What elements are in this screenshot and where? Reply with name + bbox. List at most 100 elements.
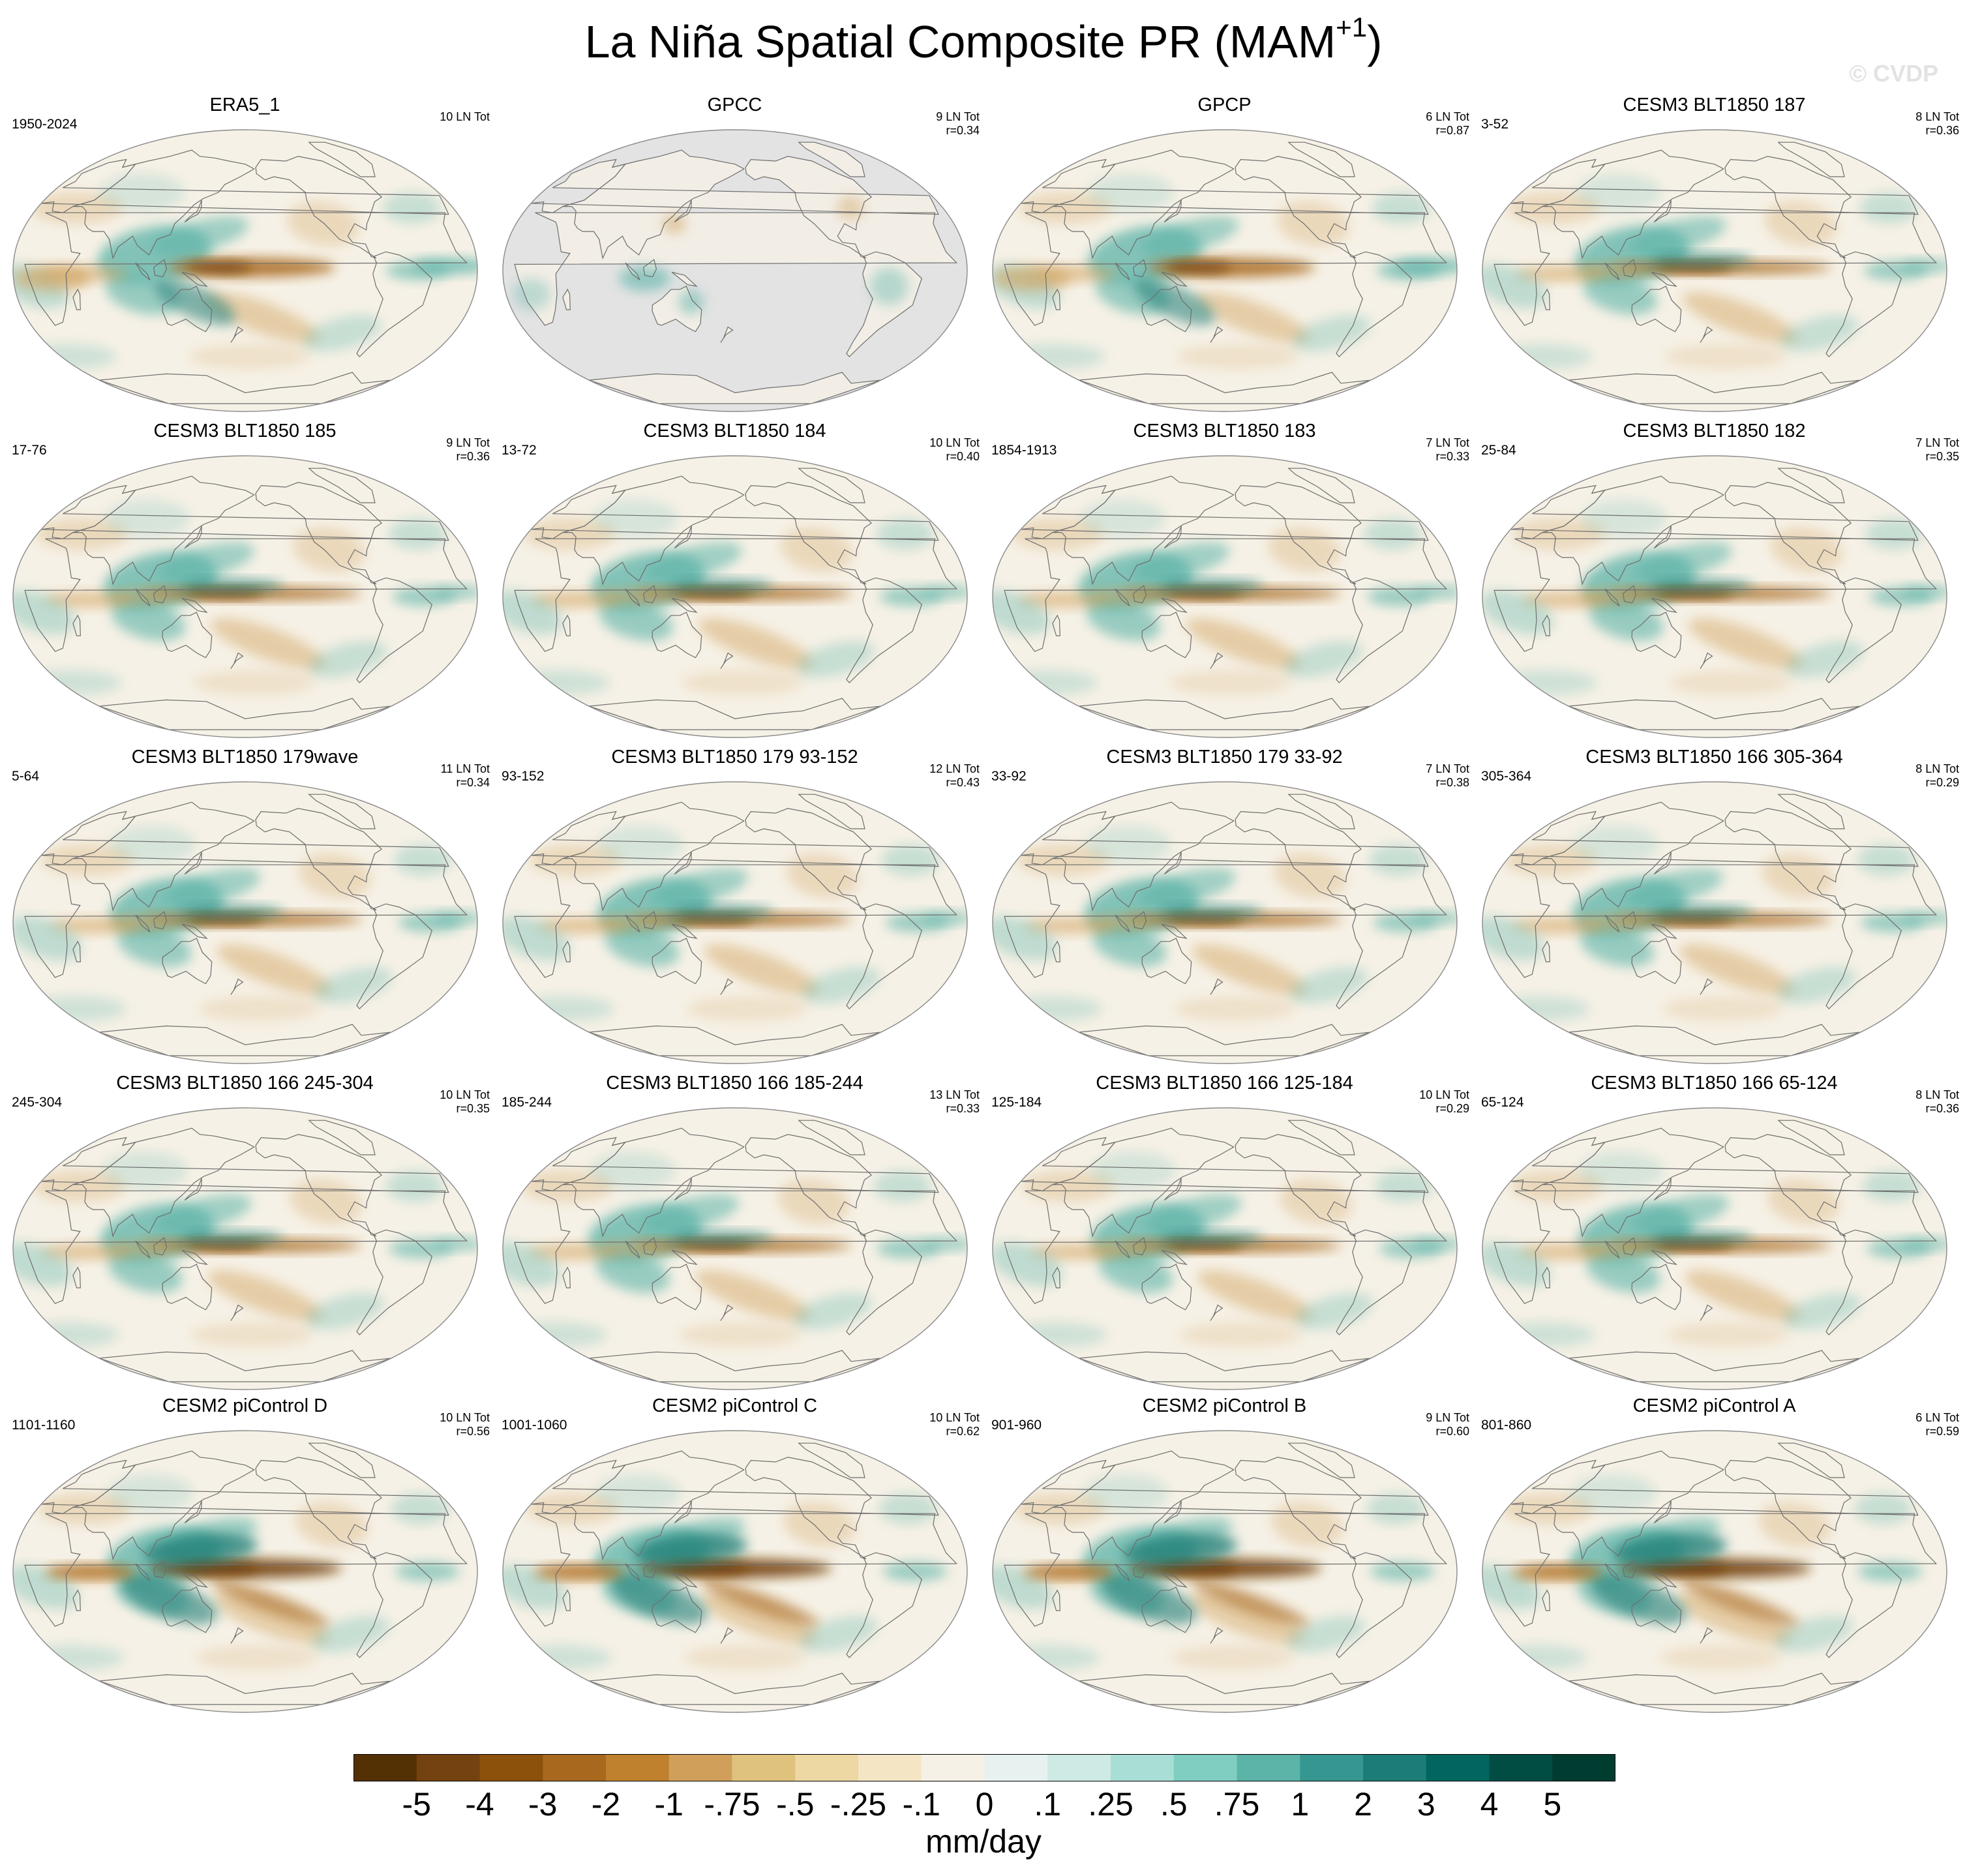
coastline [720,326,734,343]
anomaly-patch [1501,1493,1595,1525]
anomaly-patch [1782,1292,1861,1330]
anomaly-patch [213,1592,329,1645]
colorbar-tick-label: -.75 [704,1786,760,1823]
panel-event-count: 8 LN Tot r=0.29 [1915,762,1959,789]
anomaly-patch [1019,192,1113,224]
panel-title: CESM3 BLT1850 166 305-364 [1585,747,1843,767]
colorbar-swatch [353,1754,417,1781]
coastline [1653,526,1672,549]
anomaly-patch [14,344,117,370]
coastline [1141,612,1192,659]
anomaly-patch [1086,599,1161,641]
coastline [1052,1266,1060,1288]
anomaly-patch [1145,1194,1242,1234]
coastline [230,1304,244,1321]
anomaly-patch [645,542,743,582]
panel-event-count: 7 LN Tot r=0.38 [1426,762,1469,789]
panel-period: 25-84 [1481,443,1516,458]
map-panel: CESM3 BLT1850 179 33-92 33-92 7 LN Tot r=0.… [980,747,1469,1073]
anomaly-patch [1659,1645,1782,1671]
anomaly-patch [1579,915,1644,931]
coastline [1494,212,1938,326]
coastline [562,1450,745,1560]
coastline [1542,149,1724,260]
world-map [12,129,478,412]
pattern-correlation: r=0.87 [1435,124,1469,137]
coastline [1700,1304,1713,1321]
anomaly-patch [1482,916,1544,960]
coastline [562,149,745,260]
coastline [652,612,702,659]
anomaly-patch [1134,278,1215,325]
panel-title: CESM3 BLT1850 166 125-184 [1096,1073,1353,1094]
anomaly-patch [1482,1242,1550,1287]
coastline [798,794,865,829]
anomaly-patch [217,944,332,996]
anomaly-patch [873,1170,931,1202]
anomaly-patch [1194,291,1310,344]
panel-event-count: 8 LN Tot r=0.36 [1915,1088,1959,1115]
anomaly-patch [633,1533,748,1566]
coastline [1004,864,1448,978]
coastline [1141,1586,1192,1633]
coastline [1494,1190,1938,1304]
panel-title: CESM3 BLT1850 187 [1623,95,1806,115]
anomaly-patch [1092,925,1167,967]
anomaly-patch [796,640,875,678]
anomaly-patch [503,916,569,960]
panel-event-count: 10 LN Tot r=0.62 [929,1411,980,1438]
anomaly-patch [700,1579,820,1626]
pattern-correlation: r=0.36 [456,450,490,463]
coastline [72,1127,255,1238]
coastline [135,588,151,606]
anomaly-patch [1570,1474,1657,1512]
coastline [1052,614,1060,636]
colorbar-tick-label: .5 [1160,1786,1188,1823]
coastline [1825,251,1902,357]
colorbar-swatch [1111,1754,1175,1781]
map-panel: GPCC 9 LN Tot r=0.34 [490,95,980,421]
anomaly-patch [1372,192,1430,224]
anomaly-patch [1582,273,1657,315]
coastline [1542,1589,1550,1611]
coastline [184,1500,202,1524]
anomaly-patch [40,1243,131,1260]
coastline [720,978,734,995]
colorbar-swatch [1300,1754,1364,1781]
anomaly-patch [1490,344,1593,370]
coastline [1653,1500,1672,1524]
pattern-correlation: r=0.33 [946,1102,980,1115]
coastline [1235,1457,1362,1560]
coastline [625,914,640,932]
panel-event-count: 9 LN Tot r=0.36 [446,436,490,463]
coastline [72,1450,255,1560]
coastline [846,1552,922,1658]
coastline [1724,808,1852,911]
coastline [1631,1264,1682,1311]
pattern-correlation: r=0.36 [1925,124,1959,137]
anomaly-patch [107,1474,193,1512]
coastline [1161,1572,1188,1588]
panel-event-count: 10 LN Tot r=0.29 [1419,1088,1469,1115]
coastline [1777,141,1845,177]
anomaly-patch [869,267,908,305]
colorbar-swatch [479,1754,543,1781]
coastline [72,149,255,260]
colorbar-tick-label: 5 [1543,1786,1562,1823]
coastline [798,1442,865,1478]
coastline [1336,1229,1412,1335]
coastline [181,1572,208,1588]
panel-title: CESM3 BLT1850 183 [1133,421,1316,441]
anomaly-patch [1171,1645,1294,1671]
anomaly-patch [1626,868,1724,908]
panel-title: CESM3 BLT1850 179 93-152 [611,747,858,767]
anomaly-patch [164,868,261,908]
anomaly-patch [1688,618,1803,670]
coastline [1604,1563,1620,1581]
panel-title: CESM3 BLT1850 182 [1623,421,1806,441]
coastline [1700,652,1713,669]
anomaly-patch [303,314,382,352]
coastline [562,288,571,310]
coastline [652,1586,702,1633]
anomaly-patch [388,518,446,550]
